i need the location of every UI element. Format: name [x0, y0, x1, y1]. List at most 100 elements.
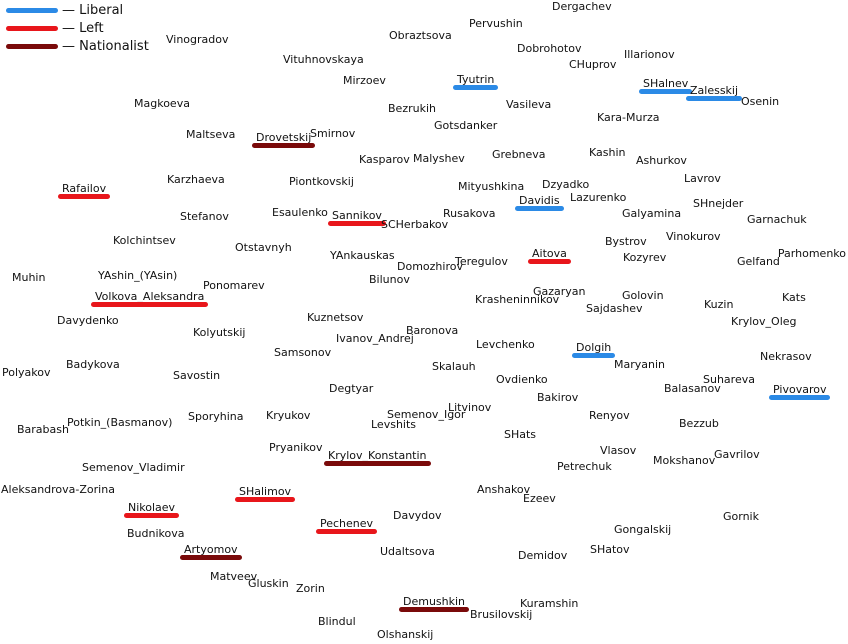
legend-swatch-left [6, 25, 58, 31]
node-label-zalesskij: Zalesskij [690, 84, 739, 97]
node-label-baronova: Baronova [406, 324, 459, 337]
node-label-mokshanov: Mokshanov [653, 454, 716, 467]
node-label-lazurenko: Lazurenko [570, 191, 627, 204]
underline-liberal [453, 85, 498, 90]
legend-swatch-liberal [6, 7, 58, 13]
node-label-gongalskij: Gongalskij [614, 523, 672, 536]
node-label-gluskin: Gluskin [248, 577, 289, 590]
node-label-bilunov: Bilunov [369, 273, 410, 286]
legend-swatch-nationalist [6, 43, 58, 49]
underline-liberal [515, 206, 564, 211]
node-label-shalnev: SHalnev [643, 77, 689, 90]
node-label-galyamina: Galyamina [622, 207, 682, 220]
node-label-parhomenko: Parhomenko [777, 247, 846, 260]
node-label-kara-murza: Kara-Murza [597, 111, 660, 124]
node-label-kuramshin: Kuramshin [520, 597, 579, 610]
node-label-maltseva: Maltseva [186, 128, 236, 141]
node-label-pechenev: Pechenev [320, 517, 374, 530]
node-label-nekrasov: Nekrasov [760, 350, 812, 363]
node-label-smirnov: Smirnov [310, 127, 356, 140]
underline-nationalist [324, 461, 431, 466]
node-label-shatov: SHatov [590, 543, 630, 556]
node-label-sporyhina: Sporyhina [188, 410, 244, 423]
node-label-teregulov: Teregulov [455, 255, 508, 268]
underline-left [124, 513, 179, 518]
node-label-dergachev: Dergachev [552, 0, 612, 13]
node-label-litvinov: Litvinov [448, 401, 492, 414]
node-label-olshanskij: Olshanskij [377, 628, 434, 641]
node-label-semenov-igor: Semenov_Igor [387, 408, 466, 421]
node-label-davydenko: Davydenko [57, 314, 119, 327]
node-label-nikolaev: Nikolaev [128, 501, 176, 514]
node-label-tyutrin: Tyutrin [457, 73, 495, 86]
node-label-ezeev: Ezeev [523, 492, 556, 505]
node-label-bezrukih: Bezrukih [388, 102, 436, 115]
node-label-petrechuk: Petrechuk [557, 460, 612, 473]
node-label-ashurkov: Ashurkov [636, 154, 687, 167]
node-label-matveev: Matveev [210, 570, 258, 583]
node-label-polyakov: Polyakov [2, 366, 51, 379]
underline-left [58, 194, 110, 199]
node-label-davidis: Davidis [519, 194, 560, 207]
node-label-levshits: Levshits [371, 418, 417, 431]
underline-left [235, 497, 295, 502]
node-label-maryanin: Maryanin [614, 358, 666, 371]
node-label-scherbakov: SCHerbakov [381, 218, 449, 231]
node-label-karzhaeva: Karzhaeva [167, 173, 225, 186]
node-label-illarionov: Illarionov [624, 48, 675, 61]
node-label-krylov-konstantin: Krylov_Konstantin [328, 449, 427, 462]
node-label-savostin: Savostin [173, 369, 221, 382]
node-label-skalauh: Skalauh [432, 360, 476, 373]
node-label-obraztsova: Obraztsova [389, 29, 452, 42]
underline-left [328, 221, 386, 226]
node-label-kuznetsov: Kuznetsov [307, 311, 364, 324]
node-label-krasheninnikov: Krasheninnikov [475, 293, 560, 306]
node-label-garnachuk: Garnachuk [747, 213, 807, 226]
node-label-yashin-yasin: YAshin_(YAsin) [98, 269, 178, 282]
node-label-osenin: Osenin [741, 95, 780, 108]
node-label-chuprov: CHuprov [569, 58, 617, 71]
node-label-gazaryan: Gazaryan [533, 285, 586, 298]
node-label-gavrilov: Gavrilov [714, 448, 760, 461]
node-label-vinogradov: Vinogradov [166, 33, 229, 46]
node-label-dzyadko: Dzyadko [542, 178, 590, 191]
legend-item-left: — Left [6, 20, 104, 36]
node-label-semenov-vladimir: Semenov_Vladimir [82, 461, 185, 474]
node-label-drovetskij: Drovetskij [256, 131, 312, 144]
node-label-esaulenko: Esaulenko [272, 206, 328, 219]
node-label-gelfand: Gelfand [737, 255, 780, 268]
underline-liberal [572, 353, 615, 358]
node-label-artyomov: Artyomov [184, 543, 238, 556]
node-label-demushkin: Demushkin [403, 595, 466, 608]
node-label-gornik: Gornik [723, 510, 759, 523]
node-label-rafailov: Rafailov [62, 182, 107, 195]
node-label-malyshev: Malyshev [413, 152, 465, 165]
underline-left [91, 302, 208, 307]
node-label-kats: Kats [782, 291, 806, 304]
node-label-brusilovskij: Brusilovskij [470, 608, 533, 621]
node-label-samsonov: Samsonov [274, 346, 332, 359]
node-label-yankauskas: YAnkauskas [330, 249, 395, 262]
node-label-sajdashev: Sajdashev [586, 302, 643, 315]
node-label-ovdienko: Ovdienko [496, 373, 548, 386]
node-label-mityushkina: Mityushkina [458, 180, 525, 193]
node-label-davydov: Davydov [393, 509, 442, 522]
node-label-grebneva: Grebneva [492, 148, 546, 161]
underline-nationalist [252, 143, 315, 148]
underline-liberal [769, 395, 830, 400]
node-label-aleksandrova-zorina: Aleksandrova-Zorina [1, 483, 115, 496]
node-label-renyov: Renyov [589, 409, 630, 422]
node-label-kashin: Kashin [589, 146, 626, 159]
node-label-vinokurov: Vinokurov [666, 230, 721, 243]
node-label-kolchintsev: Kolchintsev [113, 234, 176, 247]
underline-nationalist [180, 555, 242, 560]
node-label-levchenko: Levchenko [476, 338, 535, 351]
node-label-dobrohotov: Dobrohotov [517, 42, 582, 55]
node-label-mirzoev: Mirzoev [343, 74, 386, 87]
node-label-shalimov: SHalimov [239, 485, 292, 498]
node-label-degtyar: Degtyar [329, 382, 374, 395]
legend-item-nationalist: — Nationalist [6, 38, 149, 54]
node-label-potkin-basmanov: Potkin_(Basmanov) [67, 416, 173, 429]
node-label-pryanikov: Pryanikov [269, 441, 323, 454]
node-label-barabash: Barabash [17, 423, 69, 436]
